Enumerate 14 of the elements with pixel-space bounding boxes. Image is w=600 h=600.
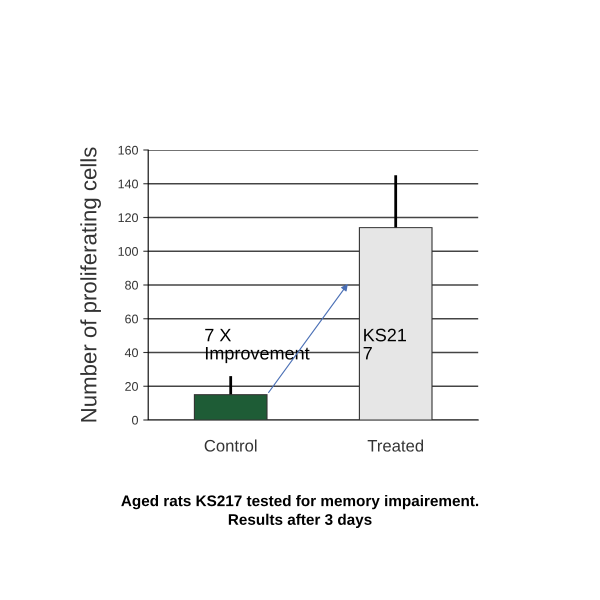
x-tick-label: Control — [204, 439, 256, 452]
y-tick-label: 60 — [125, 314, 138, 324]
y-tick-label: 0 — [132, 416, 138, 425]
y-tick-label: 80 — [125, 280, 138, 290]
y-tick-label: 160 — [118, 146, 138, 155]
text: Aged rats KS217 tested for memory impairement. Results after 3 days — [121, 495, 478, 528]
y-tick-label: 100 — [118, 247, 138, 256]
y-tick-label: 20 — [125, 382, 138, 391]
y-tick-label: 120 — [118, 213, 138, 222]
y-tick-label: 40 — [124, 348, 138, 358]
x-tick-label: Treated — [368, 439, 424, 452]
y-axis-title: Number of proliferating cells — [80, 147, 101, 422]
y-tick-label: 140 — [118, 180, 138, 188]
annotation: KS21 7 — [364, 328, 406, 360]
